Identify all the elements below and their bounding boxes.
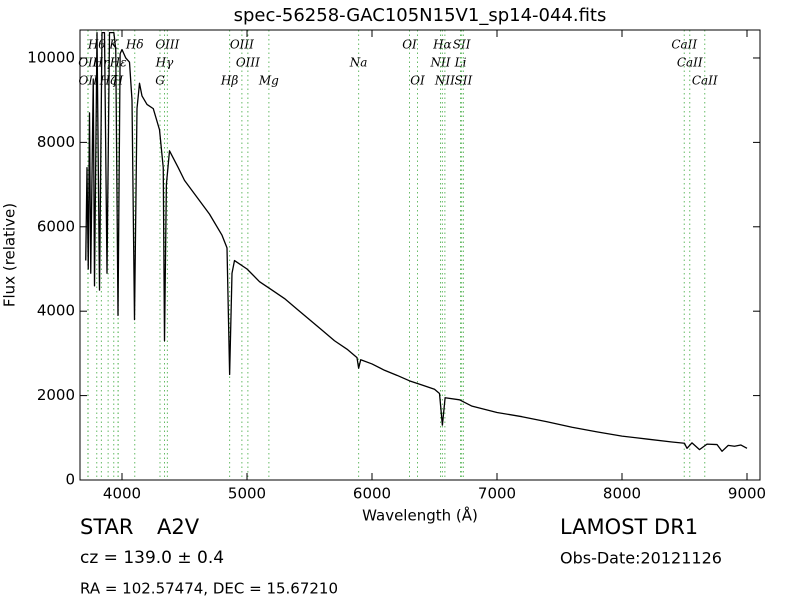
spectral-line-label: OIII bbox=[230, 38, 254, 52]
y-tick-label: 2000 bbox=[37, 386, 75, 404]
x-tick-label: 8000 bbox=[603, 485, 641, 503]
redshift: cz = 139.0 ± 0.4 bbox=[80, 548, 224, 568]
spectral-line-label: Na bbox=[349, 56, 368, 70]
plot-frame bbox=[79, 29, 761, 481]
spectral-line-label: Hβ bbox=[220, 74, 238, 88]
spectral-line-label: Mg bbox=[258, 74, 279, 88]
x-axis-label: Wavelength (Å) bbox=[362, 506, 478, 525]
spectral-line-label: SII bbox=[453, 38, 471, 52]
spectral-line-label: Hα bbox=[432, 38, 452, 52]
obs-date: Obs-Date:20121126 bbox=[560, 549, 722, 568]
spectral-line-label: OIII bbox=[155, 38, 179, 52]
object-type: STAR bbox=[80, 515, 133, 539]
y-axis-label: Flux (relative) bbox=[1, 203, 19, 307]
spectral-line-label: Li bbox=[454, 56, 467, 70]
spectral-line-label: G bbox=[155, 74, 165, 88]
spectral-line-label: Hε bbox=[109, 56, 127, 70]
x-tick-label: 4000 bbox=[103, 485, 141, 503]
chart-title: spec-56258-GAC105N15V1_sp14-044.fits bbox=[234, 5, 607, 26]
spectral-line-label: OI bbox=[410, 74, 425, 88]
spectral-class: A2V bbox=[157, 515, 200, 539]
spectral-line-label: K bbox=[108, 38, 119, 52]
spectrum-line bbox=[85, 32, 748, 452]
y-tick-label: 6000 bbox=[37, 217, 75, 235]
spectral-line-label: OIII bbox=[236, 56, 260, 70]
spectral-line-label: CaII bbox=[692, 74, 718, 88]
y-tick-label: 8000 bbox=[37, 133, 75, 151]
spectral-line-label: Hδ bbox=[125, 38, 144, 52]
spectral-line-label: NII bbox=[430, 56, 451, 70]
survey: LAMOST DR1 bbox=[560, 515, 698, 539]
x-tick-label: 5000 bbox=[228, 485, 266, 503]
y-tick-label: 0 bbox=[65, 471, 75, 489]
y-tick-label: 10000 bbox=[27, 48, 75, 66]
spectral-line-label: Hγ bbox=[155, 56, 174, 70]
spectral-line-label: CaII bbox=[671, 38, 697, 52]
spectral-line-label: OII bbox=[78, 74, 98, 88]
spectral-line-label: NII bbox=[434, 74, 455, 88]
coordinates: RA = 102.57474, DEC = 15.67210 bbox=[80, 580, 338, 598]
x-tick-label: 6000 bbox=[353, 485, 391, 503]
x-tick-label: 7000 bbox=[478, 485, 516, 503]
x-tick-label: 9000 bbox=[728, 485, 766, 503]
spectral-line-label: OI bbox=[402, 38, 417, 52]
spectral-line-label: CaII bbox=[677, 56, 703, 70]
spectral-line-label: SII bbox=[455, 74, 473, 88]
y-tick-label: 4000 bbox=[37, 302, 75, 320]
